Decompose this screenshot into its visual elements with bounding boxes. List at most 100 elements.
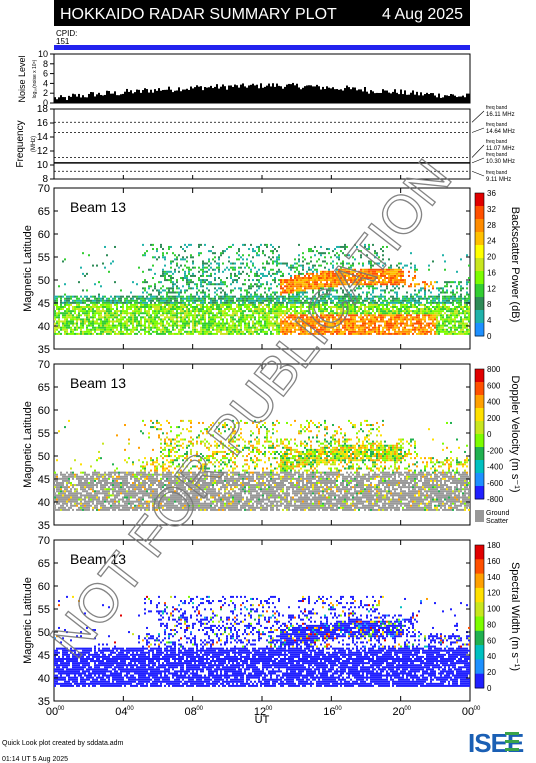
time-tick-superscript: 00	[196, 706, 203, 712]
noise-bar	[400, 89, 402, 103]
noise-bar	[60, 95, 62, 103]
colorbar: 0 4 8 12 16 20 24 28 32 36 Backscatter Power (dB)	[474, 189, 521, 341]
noise-bar	[330, 88, 332, 103]
noise-bar	[256, 84, 258, 103]
noise-ylabel: Noise Level	[17, 55, 27, 102]
noise-bar	[292, 82, 294, 103]
noise-bar	[200, 86, 202, 103]
noise-bar	[316, 84, 318, 103]
colorbar-tick-label: 8	[487, 300, 492, 309]
latitude-tick-label: 65	[38, 206, 50, 218]
noise-bar	[222, 84, 224, 103]
noise-bar	[438, 93, 440, 103]
colorbar-tick-label: 160	[487, 557, 501, 566]
noise-bar	[190, 86, 192, 103]
title-bar	[54, 0, 470, 26]
noise-bar	[64, 97, 66, 103]
noise-bar	[406, 94, 408, 103]
noise-bar	[130, 90, 132, 103]
noise-tick-label: 2	[43, 88, 48, 98]
noise-bar	[368, 93, 370, 103]
noise-bar	[370, 90, 372, 103]
latitude-axis: 35 40 45 50 55 60 65 70	[38, 183, 470, 356]
noise-bar	[136, 89, 138, 103]
noise-bar	[282, 88, 284, 103]
time-tick-superscript: 00	[58, 706, 65, 712]
noise-bar	[264, 86, 266, 103]
noise-bar	[102, 95, 104, 103]
noise-bar	[144, 88, 146, 103]
plot-title: HOKKAIDO RADAR SUMMARY PLOT	[60, 6, 337, 23]
noise-bar	[262, 87, 264, 103]
colorbar-tick-label: 400	[487, 398, 501, 407]
noise-bar	[154, 89, 156, 103]
noise-bar	[364, 87, 366, 103]
noise-bar	[284, 86, 286, 103]
noise-bar	[392, 91, 394, 103]
colorbar-tick-label: 180	[487, 541, 501, 550]
noise-bar	[218, 88, 220, 103]
colorbar-tick-label: 20	[487, 253, 496, 262]
noise-bar	[82, 95, 84, 103]
noise-bar	[272, 83, 274, 103]
noise-bar	[132, 93, 134, 103]
noise-bar	[194, 87, 196, 103]
footer-timestamp: 01:14 UT 5 Aug 2025	[2, 756, 68, 763]
noise-bar	[396, 92, 398, 103]
noise-bar	[296, 83, 298, 103]
noise-bar	[86, 97, 88, 103]
time-axis: 00 00 04 00 08 00 12 00 16 00 20 00 00 00	[46, 99, 481, 718]
noise-bar	[338, 89, 340, 103]
colorbar-tick-label: 120	[487, 589, 501, 598]
noise-bar	[244, 86, 246, 103]
frequency-band-name: freq band	[486, 170, 507, 176]
noise-bar	[252, 83, 254, 103]
noise-bar	[124, 91, 126, 103]
noise-bar	[146, 89, 148, 103]
time-tick-label: 20	[393, 706, 405, 718]
noise-bar	[152, 92, 154, 103]
colorbar-tick-label: -600	[487, 479, 504, 488]
colorbar-tick-label: 140	[487, 573, 501, 582]
latitude-axis-label: Magnetic Latitude	[22, 401, 34, 488]
noise-bar	[174, 90, 176, 103]
noise-bar	[158, 88, 160, 103]
noise-bar	[184, 89, 186, 103]
noise-bar	[140, 92, 142, 103]
noise-bar	[108, 91, 110, 103]
latitude-tick-label: 35	[38, 520, 50, 532]
noise-bar	[270, 86, 272, 103]
latitude-tick-label: 35	[38, 696, 50, 708]
noise-bar	[214, 86, 216, 103]
frequency-band-value: 10.30 MHz	[486, 159, 515, 165]
noise-bar	[196, 85, 198, 103]
frequency-band-value: 16.11 MHz	[486, 112, 515, 118]
noise-bar	[228, 85, 230, 103]
noise-bar	[134, 92, 136, 103]
noise-bar	[374, 93, 376, 103]
colorbar-tick-label: 200	[487, 414, 501, 423]
noise-bar	[180, 91, 182, 103]
noise-bar	[310, 85, 312, 103]
noise-bar	[466, 93, 468, 103]
noise-bar	[314, 86, 316, 103]
noise-bar	[220, 86, 222, 103]
noise-bar	[318, 86, 320, 103]
cpid-value: 151	[56, 37, 70, 46]
noise-bar	[80, 97, 82, 103]
noise-bar	[362, 91, 364, 103]
noise-bar	[250, 84, 252, 103]
colorbar-tick-label: 16	[487, 268, 496, 277]
latitude-tick-label: 40	[38, 673, 50, 685]
latitude-tick-label: 50	[38, 451, 50, 463]
frequency-tick-label: 12	[37, 146, 49, 157]
noise-bar	[386, 90, 388, 103]
colorbar-tick-label: 80	[487, 620, 496, 629]
noise-bar	[106, 90, 108, 103]
colorbar-tick-label: 12	[487, 284, 496, 293]
noise-bar	[114, 91, 116, 103]
panel-3: 35 40 45 50 55 60 65 70 Magnetic Latitude Beam 13…	[22, 535, 521, 708]
noise-bar	[328, 87, 330, 103]
frequency-band-value: 11.07 MHz	[486, 146, 515, 152]
colorbar: -800 -600 -400 -200 0 200 400 600 800 Doppler Vel…	[474, 365, 521, 525]
